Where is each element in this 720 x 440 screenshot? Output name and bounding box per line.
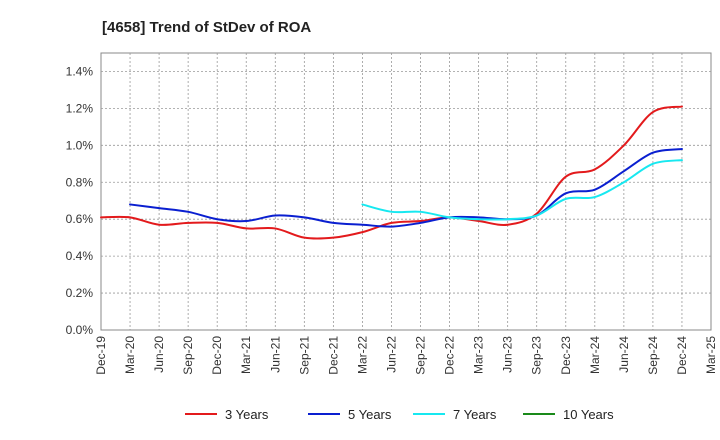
x-tick-label: Sep-24 (646, 336, 660, 375)
x-tick-label: Mar-20 (123, 336, 137, 374)
x-tick-label: Jun-23 (501, 336, 515, 373)
y-tick-label: 0.6% (66, 212, 94, 226)
legend-label-5-years: 5 Years (348, 407, 392, 422)
x-tick-label: Dec-23 (559, 336, 573, 375)
series-line-3-years (100, 105, 683, 240)
x-tick-label: Dec-19 (94, 336, 108, 375)
x-tick-label: Jun-24 (617, 336, 631, 373)
legend-label-10-years: 10 Years (563, 407, 614, 422)
x-tick-label: Sep-20 (181, 336, 195, 375)
y-tick-label: 0.4% (66, 249, 94, 263)
x-tick-label: Jun-22 (384, 336, 398, 373)
y-tick-label: 0.0% (66, 323, 94, 337)
legend-label-7-years: 7 Years (453, 407, 497, 422)
y-tick-label: 0.2% (66, 286, 94, 300)
series-line-7-years (361, 159, 683, 221)
x-tick-label: Jun-21 (268, 336, 282, 373)
x-tick-label: Mar-22 (355, 336, 369, 374)
x-tick-label: Dec-20 (210, 336, 224, 375)
y-tick-label: 1.4% (66, 64, 94, 78)
y-tick-label: 1.2% (66, 101, 94, 115)
y-axis: 0.0% 0.2% 0.4% 0.6% 0.8% 1.0% 1.2% 1.4% (66, 64, 94, 337)
x-tick-label: Mar-25 (704, 336, 718, 374)
grid-layer (101, 53, 711, 330)
x-tick-label: Jun-20 (152, 336, 166, 373)
x-tick-label: Dec-22 (443, 336, 457, 375)
x-tick-label: Sep-21 (297, 336, 311, 375)
x-tick-label: Sep-22 (414, 336, 428, 375)
x-tick-label: Dec-24 (675, 336, 689, 375)
y-tick-label: 0.8% (66, 175, 94, 189)
x-tick-label: Mar-21 (239, 336, 253, 374)
x-tick-label: Dec-21 (326, 336, 340, 375)
series-layer (100, 105, 683, 240)
legend: 3 Years 5 Years 7 Years 10 Years (185, 407, 614, 422)
x-tick-label: Mar-23 (472, 336, 486, 374)
chart-title: [4658] Trend of StDev of ROA (102, 19, 311, 36)
plot-area (100, 52, 712, 331)
series-line-5-years (129, 148, 683, 228)
x-tick-label: Sep-23 (530, 336, 544, 375)
x-tick-label: Mar-24 (588, 336, 602, 374)
x-axis: Dec-19 Mar-20 Jun-20 Sep-20 Dec-20 Mar-21 Jun-… (94, 336, 718, 375)
y-tick-label: 1.0% (66, 138, 94, 152)
legend-label-3-years: 3 Years (225, 407, 269, 422)
